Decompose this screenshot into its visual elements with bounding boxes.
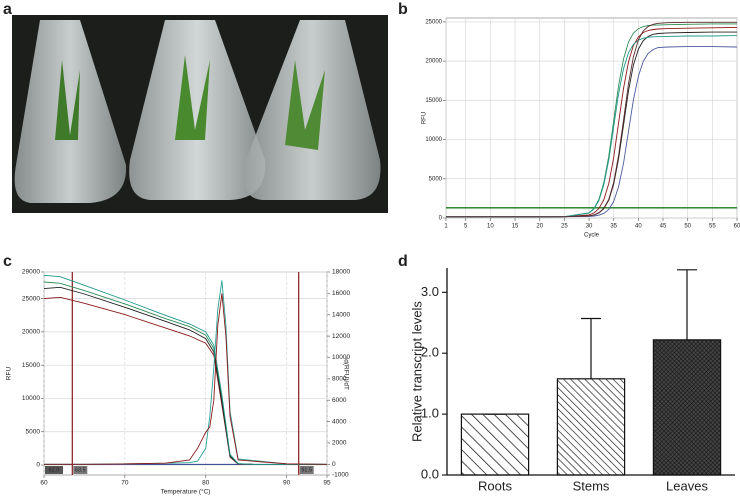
y-tick-label: 10000	[22, 395, 40, 402]
plant	[285, 60, 325, 150]
y-tick-label: 15000	[425, 98, 442, 104]
x-tick-label: Roots	[478, 478, 512, 493]
y-tick-label: 1.0	[421, 406, 439, 421]
y-tick-label: 20000	[22, 329, 40, 336]
y2-tick-label: 10000	[332, 354, 350, 361]
y-tick-label: 0.0	[421, 466, 439, 481]
y-tick-label: 5000	[429, 176, 443, 182]
y2-tick-label: 6000	[332, 397, 347, 404]
y-tick-label: 29000	[22, 269, 40, 276]
y-tick-label: 5000	[26, 428, 41, 435]
photo	[12, 15, 388, 213]
series-line	[446, 21, 737, 218]
series-line	[43, 274, 327, 465]
y2-tick-label: 16000	[332, 290, 350, 297]
plant	[55, 60, 80, 140]
x-tick-label: 40	[635, 224, 642, 230]
plant	[175, 55, 210, 140]
y-axis-label: RFU	[422, 112, 428, 124]
y-tick-label: 25000	[425, 19, 442, 25]
y-axis-label: RFU	[6, 367, 13, 381]
plot-frame	[43, 271, 328, 476]
y-tick-label: 2.0	[421, 345, 439, 360]
bar	[652, 339, 722, 476]
x-tick-label: Leaves	[666, 478, 708, 493]
y-tick-label: 3.0	[421, 284, 439, 299]
y2-tick-label: 14000	[332, 311, 350, 318]
x-tick-label: 5	[464, 224, 468, 230]
x-tick-label: 55	[709, 224, 716, 230]
y2-axis-label: -d(RFU)/dT	[342, 357, 349, 390]
y-tick-label: 0	[36, 462, 40, 469]
bar	[556, 378, 626, 476]
x-tick-label: 10	[487, 224, 494, 230]
plot-frame	[445, 17, 738, 219]
y2-tick-label: 12000	[332, 333, 350, 340]
marker-label-box	[299, 466, 314, 474]
y2-tick-label: 4000	[332, 418, 347, 425]
x-tick-label: Stems	[573, 478, 610, 493]
x-tick-label: 1	[444, 224, 448, 230]
flask	[14, 20, 127, 203]
x-tick-label: 60	[40, 480, 48, 487]
x-tick-label: 25	[561, 224, 568, 230]
y2-tick-label: 18000	[332, 269, 350, 276]
cursor-label: 62.0	[49, 467, 60, 473]
x-tick-label: 50	[684, 224, 691, 230]
y-tick-label: 15000	[22, 362, 40, 369]
bar	[460, 413, 530, 476]
x-tick-label: 90	[283, 480, 291, 487]
x-tick-label: 80	[202, 480, 210, 487]
series-line	[44, 293, 328, 465]
y-tick-label: 25000	[22, 295, 40, 302]
x-tick-label: 45	[660, 224, 667, 230]
x-tick-label: 15	[512, 224, 519, 230]
x-tick-label: 60	[734, 224, 740, 230]
y-tick-label: 10000	[425, 137, 442, 143]
panel-label: a	[3, 1, 12, 18]
marker-label: 91.5	[301, 467, 312, 473]
series-line	[446, 35, 738, 218]
flask	[129, 20, 266, 200]
y2-tick-label: -1000	[332, 472, 349, 479]
panel-label: d	[398, 253, 408, 270]
marker-label-box	[73, 466, 88, 474]
x-tick-label: 20	[536, 224, 543, 230]
y2-tick-label: 2000	[332, 440, 347, 447]
marker-label: 63.5	[75, 467, 86, 473]
cursor-label-box	[45, 466, 63, 474]
x-tick-label: 95	[323, 480, 331, 487]
x-tick-label: 35	[610, 224, 617, 230]
y2-tick-label: 0	[332, 461, 336, 468]
y-tick-label: 0	[439, 216, 443, 222]
series-line	[446, 26, 738, 218]
x-tick-label: 30	[586, 224, 593, 230]
x-axis-label: Cycle	[584, 233, 600, 239]
y2-tick-label: 8000	[332, 376, 347, 383]
panel-label: c	[3, 253, 12, 270]
x-tick-label: 70	[121, 480, 129, 487]
x-axis-label: Temperature (°C)	[161, 488, 211, 496]
y-axis-label: Relative transcript levels	[409, 301, 424, 442]
y-tick-label: 20000	[425, 59, 442, 65]
panel-label: b	[398, 1, 408, 18]
